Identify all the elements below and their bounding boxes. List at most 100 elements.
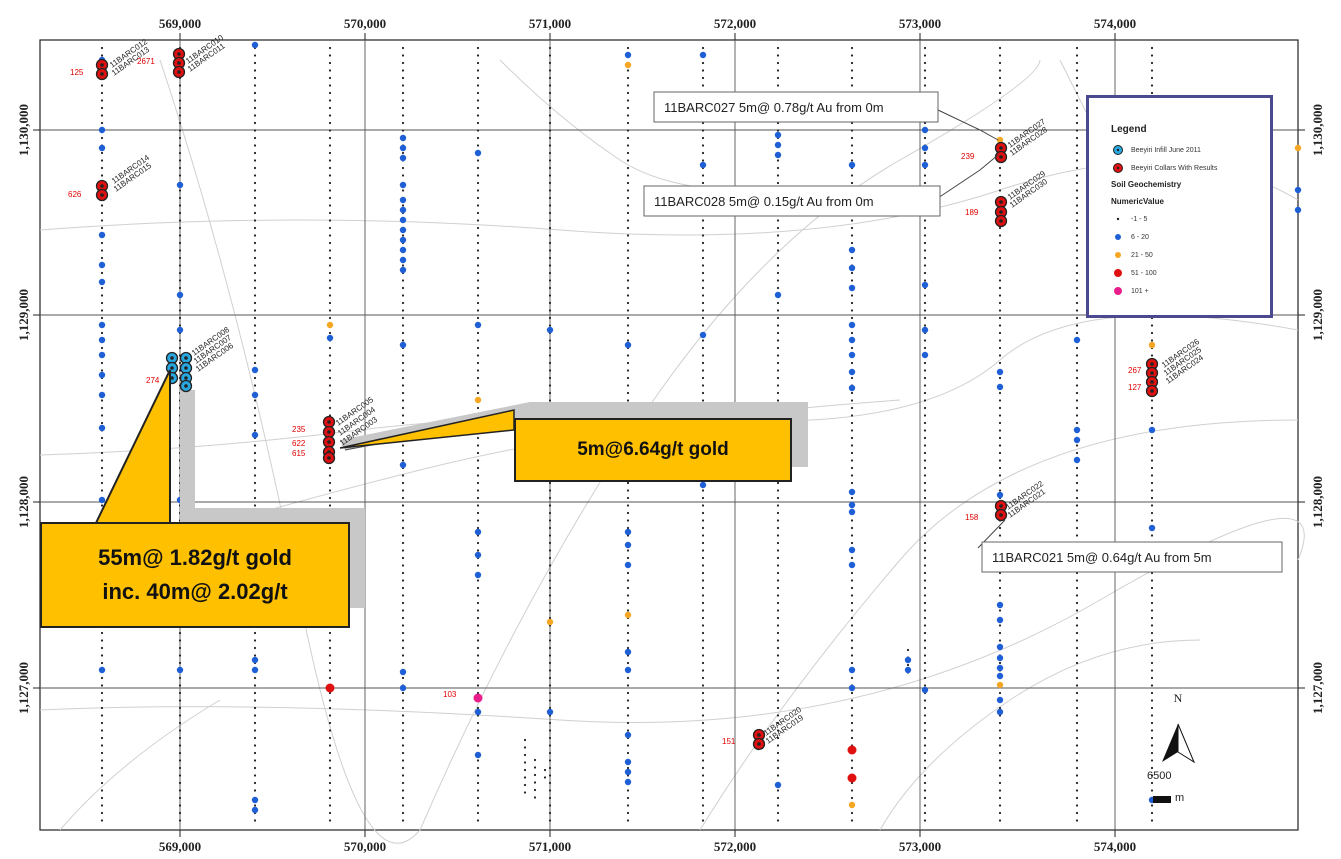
soil-sample [1073, 336, 1081, 344]
soil-sample-dot [998, 181, 1002, 185]
result-collar-icon [1111, 163, 1125, 173]
soil-sample-dot [476, 331, 480, 335]
soil-sample-dot [548, 661, 552, 665]
soil-sample-dot [328, 631, 332, 635]
soil-sample [1294, 186, 1302, 194]
soil-sample-dot [1075, 391, 1079, 395]
soil-sample-dot [1075, 729, 1079, 732]
soil-sample-dot [100, 106, 104, 110]
soil-sample-dot [776, 729, 780, 732]
drill-collar [994, 205, 1008, 219]
soil-sample-dot [923, 781, 927, 785]
soil-sample-dot [923, 391, 927, 395]
soil-sample-dot [178, 804, 182, 807]
soil-sample-dot [998, 189, 1002, 192]
soil-sample-dot [1150, 736, 1154, 740]
soil-sample-dot [776, 159, 780, 162]
soil-sample-dot [701, 751, 705, 755]
soil-sample-dot [476, 796, 480, 800]
soil-sample-dot [548, 556, 552, 560]
soil-sample [176, 326, 184, 334]
soil-sample-dot [923, 46, 927, 50]
soil-sample-dot [701, 76, 705, 80]
soil-sample-dot [998, 279, 1002, 282]
soil-sample-dot [328, 181, 332, 185]
soil-sample-dot [998, 421, 1002, 425]
soil-sample-dot [1150, 624, 1154, 627]
soil-sample-dot [523, 783, 527, 787]
soil-sample-dot [523, 761, 527, 764]
soil-sample-dot [401, 631, 405, 635]
soil-sample-dot [253, 324, 257, 327]
soil-sample-dot [476, 84, 480, 87]
soil-sample-dot [998, 339, 1002, 342]
soil-sample-dot [178, 654, 182, 657]
soil-sample-dot [1150, 534, 1154, 537]
soil-sample-dot [100, 691, 104, 695]
soil-sample-dot [253, 414, 257, 417]
soil-sample [399, 181, 407, 189]
soil-sample-dot [178, 99, 182, 102]
soil-sample [848, 561, 856, 569]
soil-sample-dot [701, 511, 705, 515]
soil-sample-dot [1075, 376, 1079, 380]
soil-sample-dot [923, 84, 927, 87]
soil-sample-dot [253, 459, 257, 462]
soil-sample-dot [1075, 766, 1079, 770]
soil-sample-dot [476, 376, 480, 380]
soil-sample-dot [100, 249, 104, 252]
soil-sample [774, 131, 782, 139]
soil-sample-dot [701, 631, 705, 635]
soil-sample-dot [548, 616, 552, 620]
scale-unit: m [1175, 792, 1185, 804]
soil-sample-dot [1150, 601, 1154, 605]
soil-sample-dot [998, 309, 1002, 312]
soil-sample-dot [253, 496, 257, 500]
soil-sample-dot [476, 91, 480, 95]
soil-sample-dot [998, 241, 1002, 245]
soil-sample-dot [523, 768, 527, 772]
soil-sample-dot [998, 429, 1002, 432]
collar-center [1150, 389, 1154, 393]
soil-sample-dot [626, 691, 630, 695]
soil-sample-dot [701, 226, 705, 230]
soil-sample-dot [476, 369, 480, 372]
soil-sample-dot [1075, 129, 1079, 132]
soil-sample-dot [923, 631, 927, 635]
soil-sample-dot [626, 699, 630, 702]
x-tick-label: 572,000 [714, 839, 756, 854]
soil-sample-dot [533, 766, 537, 769]
soil-sample-dot [548, 654, 552, 657]
soil-sample-dot [328, 369, 332, 372]
soil-sample-dot [548, 684, 552, 687]
soil-sample-dot [626, 309, 630, 312]
soil-sample-dot [328, 504, 332, 507]
soil-sample-dot [626, 504, 630, 507]
soil-sample-dot [548, 361, 552, 365]
soil-sample-dot [850, 526, 854, 530]
soil-sample-dot [548, 106, 552, 110]
callout-text: 11BARC028 5m@ 0.15g/t Au from 0m [654, 194, 874, 209]
soil-sample-dot [850, 796, 854, 800]
soil-sample-dot [923, 706, 927, 710]
soil-sample-dot [1150, 444, 1154, 447]
soil-sample-dot [923, 54, 927, 57]
soil-sample-dot [253, 654, 257, 657]
soil-sample-dot [253, 151, 257, 155]
soil-sample-dot [401, 264, 405, 267]
soil-sample-dot [850, 616, 854, 620]
legend-class-label: 51 - 100 [1131, 269, 1157, 277]
soil-sample-dot [626, 804, 630, 807]
soil-sample [921, 161, 929, 169]
soil-sample-dot [548, 301, 552, 305]
soil-sample-dot [401, 811, 405, 815]
soil-sample-dot [328, 361, 332, 365]
soil-sample-dot [178, 129, 182, 132]
soil-sample-dot [850, 571, 854, 575]
soil-sample-dot [776, 369, 780, 372]
soil-sample-dot [253, 256, 257, 260]
soil-sample-dot [401, 571, 405, 575]
soil-sample-dot [178, 766, 182, 770]
soil-sample [1294, 206, 1302, 214]
soil-sample-dot [850, 534, 854, 537]
